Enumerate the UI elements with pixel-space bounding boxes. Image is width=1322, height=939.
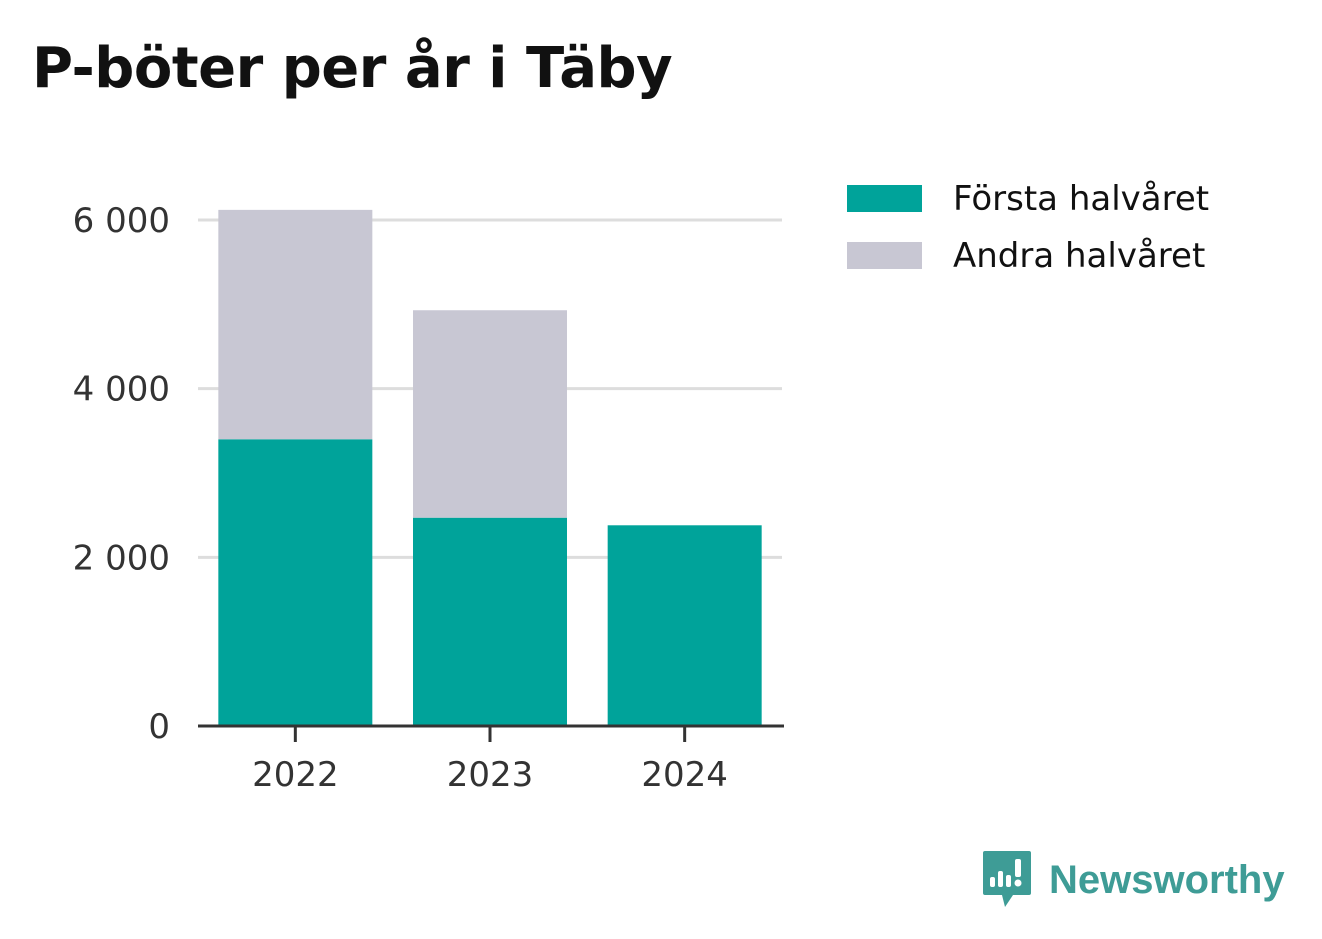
- brand-logo: Newsworthy: [981, 849, 1285, 911]
- axes: 0 2 000 4 000 6 000 2022 2023 2024: [73, 201, 784, 795]
- chart-title: P-böter per år i Täby: [32, 36, 673, 101]
- legend: Första halvåret Andra halvåret: [847, 170, 1209, 284]
- legend-swatch-first-half: [847, 185, 922, 212]
- bar-2022-series-0: [218, 439, 373, 726]
- brand-name: Newsworthy: [1049, 857, 1285, 902]
- legend-label: Andra halvåret: [953, 235, 1206, 276]
- bar-2022-series-1: [218, 209, 373, 440]
- bar-chart: 0 2 000 4 000 6 000 2022 2023 2024: [73, 201, 784, 795]
- y-tick-label: 0: [148, 707, 170, 747]
- y-tick-label: 4 000: [73, 370, 170, 410]
- y-tick-label: 6 000: [73, 201, 170, 241]
- bar-2023-series-0: [413, 517, 567, 726]
- legend-swatch-second-half: [847, 242, 922, 269]
- bar-2023-series-1: [413, 310, 567, 518]
- x-tick-label: 2022: [252, 755, 339, 795]
- x-tick-label: 2023: [447, 755, 534, 795]
- bars: [218, 209, 762, 726]
- y-tick-label: 2 000: [73, 538, 170, 578]
- legend-label: Första halvåret: [953, 178, 1210, 219]
- bar-2024-series-0: [607, 525, 762, 726]
- legend-item-first-half: Första halvåret: [847, 170, 1209, 227]
- legend-item-second-half: Andra halvåret: [847, 227, 1209, 284]
- newsworthy-logo-icon: [983, 851, 1031, 907]
- x-tick-label: 2024: [641, 755, 728, 795]
